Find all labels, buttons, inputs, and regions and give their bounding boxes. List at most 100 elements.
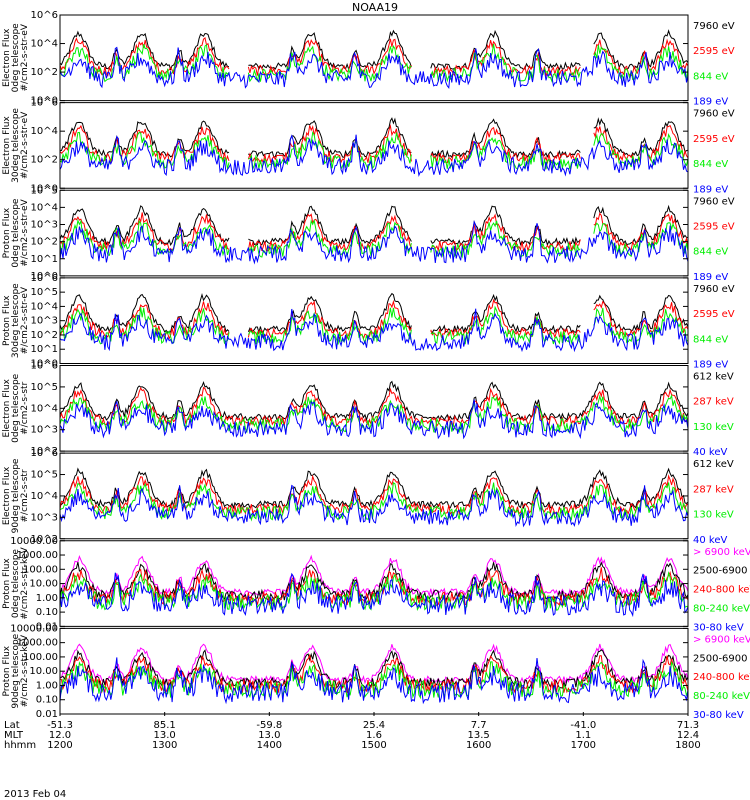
y-tick-label: 10^3	[31, 316, 58, 327]
series-line-8-4	[59, 660, 689, 700]
series-line-4-2	[59, 298, 689, 341]
y-tick-label: 10^2	[31, 534, 58, 545]
x-row-label: Lat	[4, 720, 20, 731]
y-tick-label: 10^2	[31, 67, 58, 78]
panel-frame-2	[59, 102, 689, 189]
y-tick-label: 10^0	[31, 359, 58, 370]
series-line-1-4	[59, 46, 689, 89]
x-tick-hhmm: 1400	[257, 740, 282, 751]
y-axis-label-line: 30deg telescope	[11, 283, 21, 358]
y-axis-label-line: #/cm2-s-str	[20, 381, 30, 434]
series-line-6-4	[59, 484, 689, 528]
series-line-4-4	[59, 308, 689, 353]
y-tick-label: 10^1	[31, 254, 58, 265]
y-tick-label: 10000.00	[10, 623, 58, 634]
y-axis-label-2: TEDElectron Flux30deg telescope#/cm2-s-s…	[0, 108, 30, 183]
legend-entry-4-3: 844 eV	[693, 334, 728, 345]
y-tick-label: 10.00	[29, 579, 58, 590]
x-tick-mlt: 1.6	[366, 730, 382, 741]
y-tick-label: 10^6	[31, 448, 58, 459]
legend-entry-4-2: 2595 eV	[693, 309, 735, 320]
y-tick-label: 10^0	[31, 183, 58, 194]
y-axis-label-line: Electron Flux	[2, 116, 12, 175]
y-axis-label-3: TEDProton Flux0deg telescope#/cm2-s-str-…	[0, 198, 30, 268]
series-line-7-5	[59, 572, 689, 618]
y-tick-label: 10^5	[31, 287, 58, 298]
legend-entry-2-3: 844 eV	[693, 159, 728, 170]
x-tick-mlt: 13.0	[154, 730, 176, 741]
y-tick-label: 10^5	[31, 185, 58, 196]
y-tick-label: 10^4	[31, 39, 58, 50]
x-tick-lat: 71.3	[677, 720, 699, 731]
y-axis-label-line: MEPED	[0, 568, 3, 600]
series-line-1-3	[59, 43, 689, 83]
date-label: 2013 Feb 04	[4, 789, 66, 800]
y-tick-label: 10^2	[31, 237, 58, 248]
x-tick-mlt: 13.0	[258, 730, 280, 741]
y-axis-label-line: TED	[0, 224, 3, 243]
legend-entry-3-1: 7960 eV	[693, 196, 735, 207]
x-tick-mlt: 13.5	[468, 730, 490, 741]
y-tick-label: 10^2	[31, 155, 58, 166]
y-axis-label-4: TEDProton Flux30deg telescope#/cm2-s-str…	[0, 283, 30, 358]
series-line-2-2	[59, 124, 689, 165]
y-axis-label-line: Electron Flux	[2, 28, 12, 87]
y-axis-label-8: MEPEDProton Flux90deg telescope#/cm2-s-s…	[0, 633, 30, 708]
legend-entry-5-4: 40 keV	[693, 447, 727, 458]
legend-entry-1-4: 189 eV	[693, 97, 728, 108]
y-tick-label: 10^0	[31, 271, 58, 282]
y-axis-label-line: Proton Flux	[2, 295, 12, 346]
y-tick-label: 10^1	[31, 344, 58, 355]
series-line-8-1	[59, 643, 689, 685]
series-line-4-1	[59, 292, 689, 335]
y-tick-label: 10^3	[31, 220, 58, 231]
y-axis-label-line: MEPED	[0, 480, 3, 512]
legend-entry-1-1: 7960 eV	[693, 21, 735, 32]
y-tick-label: 10^3	[31, 425, 58, 436]
series-line-2-3	[59, 131, 689, 171]
y-axis-label-5: MEPEDElectron Flux0deg telescope#/cm2-s-…	[0, 373, 30, 443]
y-axis-label-line: #/cm2-s-str-eV	[20, 111, 30, 179]
y-axis-label-line: #/cm2-s-str	[20, 469, 30, 522]
legend-entry-8-3: 240-800 keV	[693, 672, 750, 683]
y-axis-label-line: #/cm2-s-str-keV	[20, 547, 30, 620]
x-row-label: hhmm	[4, 740, 36, 751]
y-axis-label-line: 0deg telescope	[11, 23, 21, 93]
legend-entry-2-4: 189 eV	[693, 184, 728, 195]
y-axis-label-line: TED	[0, 49, 3, 68]
legend-entry-5-2: 287 keV	[693, 397, 734, 408]
legend-entry-8-2: 2500-6900	[693, 653, 748, 664]
legend-entry-6-1: 612 keV	[693, 459, 734, 470]
y-axis-label-line: 0deg telescope	[11, 373, 21, 443]
y-tick-label: 10^0	[31, 96, 58, 107]
y-axis-label-line: 0deg telescope	[11, 549, 21, 619]
series-line-5-4	[59, 399, 689, 440]
legend-entry-8-1: > 6900 keV	[693, 634, 750, 645]
legend-entry-2-2: 2595 eV	[693, 134, 735, 145]
y-axis-label-line: MEPED	[0, 655, 3, 687]
x-tick-lat: -51.3	[47, 720, 73, 731]
panel-7: 0.010.101.0010.00100.001000.0010000.00ME…	[0, 536, 750, 634]
y-axis-label-line: Proton Flux	[2, 207, 12, 258]
series-line-1-1	[59, 29, 689, 72]
y-axis-label-line: Electron Flux	[2, 466, 12, 525]
y-axis-label-line: #/cm2-s-str-keV	[20, 634, 30, 707]
y-tick-label: 10^2	[31, 330, 58, 341]
x-tick-hhmm: 1700	[571, 740, 596, 751]
x-tick-lat: 7.7	[471, 720, 487, 731]
y-tick-label: 10^4	[31, 301, 58, 312]
series-line-6-3	[59, 481, 689, 522]
x-tick-lat: -41.0	[570, 720, 596, 731]
y-axis-label-1: TEDElectron Flux0deg telescope#/cm2-s-st…	[0, 23, 30, 93]
legend-entry-3-2: 2595 eV	[693, 221, 735, 232]
y-axis-label-line: 30deg telescope	[11, 108, 21, 183]
legend-entry-5-3: 130 keV	[693, 422, 734, 433]
y-axis-label-line: Proton Flux	[2, 558, 12, 609]
legend-entry-7-1: > 6900 keV	[693, 547, 750, 558]
legend-entry-3-4: 189 eV	[693, 272, 728, 283]
